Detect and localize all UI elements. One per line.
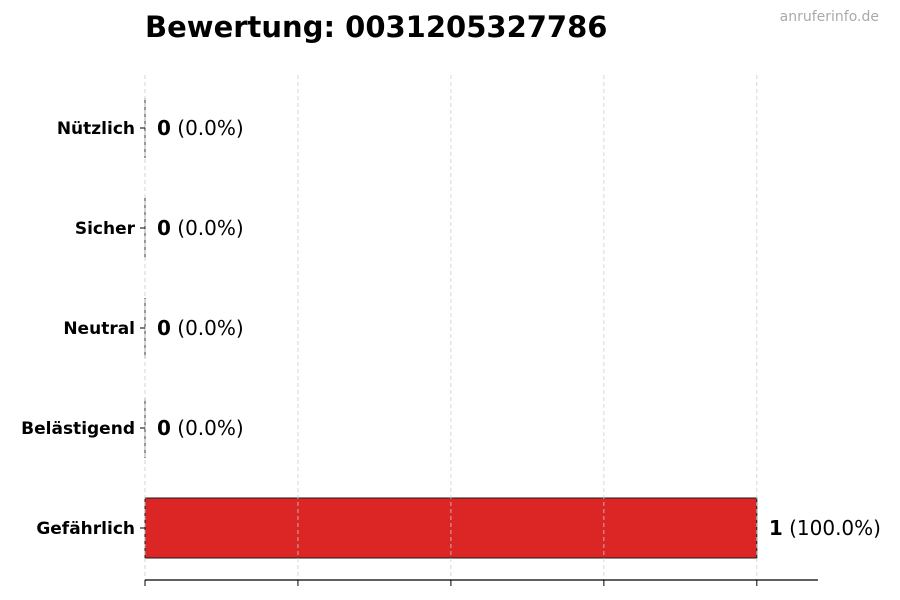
value-label: 0 (0.0%) <box>157 216 244 240</box>
category-label: Neutral <box>63 319 135 339</box>
category-label: Gefährlich <box>36 519 135 539</box>
value-count: 0 <box>157 216 171 240</box>
value-percent: (0.0%) <box>171 416 244 440</box>
value-percent: (0.0%) <box>171 316 244 340</box>
value-percent: (0.0%) <box>171 216 244 240</box>
value-count: 0 <box>157 416 171 440</box>
value-percent: (0.0%) <box>171 116 244 140</box>
watermark: anruferinfo.de <box>779 9 879 25</box>
value-label: 0 (0.0%) <box>157 116 244 140</box>
value-label: 0 (0.0%) <box>157 416 244 440</box>
value-count: 0 <box>157 316 171 340</box>
category-label: Belästigend <box>21 419 135 439</box>
category-label: Sicher <box>75 219 136 239</box>
chart-title: Bewertung: 0031205327786 <box>145 10 608 44</box>
category-label: Nützlich <box>57 119 135 139</box>
value-count: 0 <box>157 116 171 140</box>
value-label: 1 (100.0%) <box>769 516 881 540</box>
value-label: 0 (0.0%) <box>157 316 244 340</box>
value-count: 1 <box>769 516 783 540</box>
value-percent: (100.0%) <box>783 516 881 540</box>
bar-4 <box>144 497 758 559</box>
